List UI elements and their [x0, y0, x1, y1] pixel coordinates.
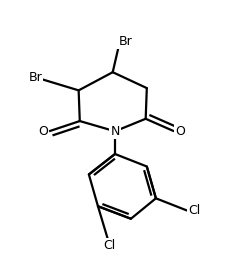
- Text: Cl: Cl: [103, 239, 115, 252]
- Text: Br: Br: [28, 71, 42, 84]
- Text: O: O: [38, 125, 48, 138]
- Text: Br: Br: [118, 35, 131, 48]
- Text: N: N: [110, 125, 119, 138]
- Text: O: O: [174, 125, 184, 138]
- Text: Cl: Cl: [188, 204, 200, 217]
